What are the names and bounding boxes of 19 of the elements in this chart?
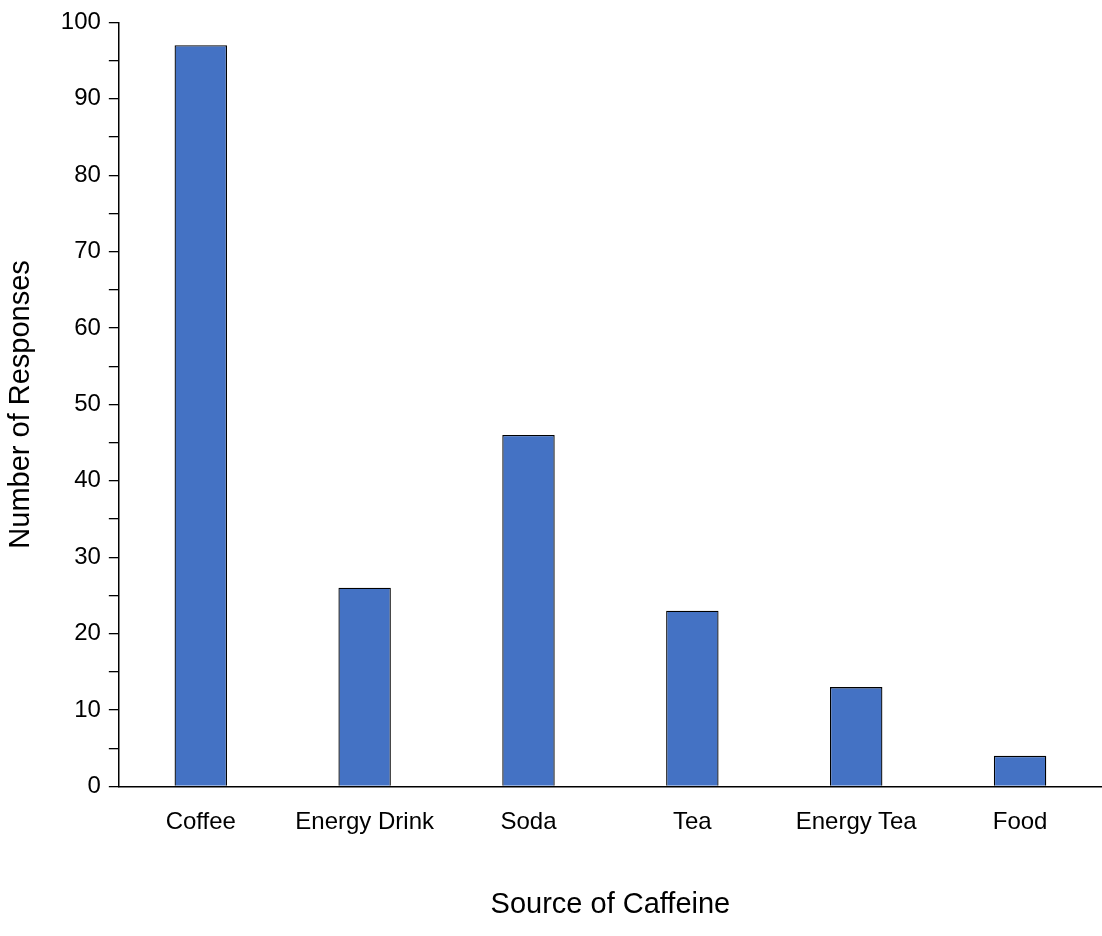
y-tick-label: 60 <box>74 312 101 340</box>
x-tick-label: Soda <box>500 807 558 835</box>
y-tick-label: 0 <box>87 771 101 799</box>
y-axis-title: Number of Responses <box>3 260 36 549</box>
y-tick-label: 30 <box>74 541 101 569</box>
x-axis-title: Source of Caffeine <box>490 886 731 919</box>
y-tick-label: 20 <box>74 618 101 646</box>
x-tick-label: Tea <box>673 807 713 835</box>
y-tick-label: 50 <box>74 389 101 417</box>
y-tick-label: 10 <box>74 694 101 722</box>
x-tick-label: Coffee <box>165 807 236 835</box>
y-tick-label: 70 <box>74 236 101 264</box>
x-tick-label: Energy Drink <box>295 807 435 835</box>
x-tick-label: Food <box>992 807 1048 835</box>
x-tick-label: Energy Tea <box>795 807 918 835</box>
y-tick-label: 90 <box>74 83 101 111</box>
y-tick-label: 40 <box>74 465 101 493</box>
y-tick-label: 80 <box>74 159 101 187</box>
y-tick-label: 100 <box>60 7 101 35</box>
